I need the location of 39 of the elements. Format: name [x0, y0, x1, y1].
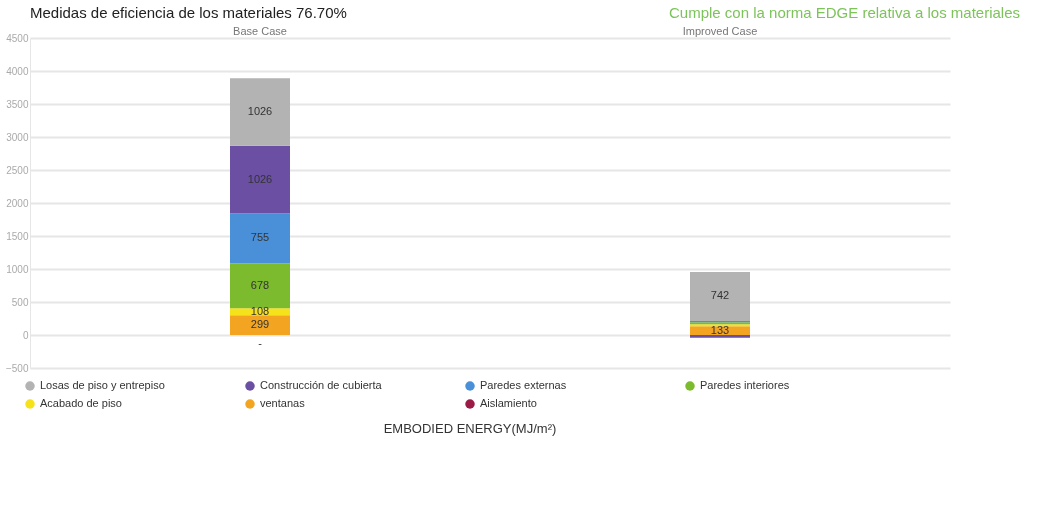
bar	[690, 271, 750, 321]
y-tick-label: 3000	[6, 131, 29, 143]
data-label: 108	[250, 304, 270, 317]
data-label: 133	[710, 323, 730, 336]
data-label: 1026	[247, 172, 273, 185]
legend-label: Acabado de piso	[40, 397, 122, 409]
legend-label: Paredes interiores	[700, 379, 790, 391]
legend-label: Paredes externas	[480, 379, 567, 391]
legend-label: Losas de piso y entrepiso	[40, 379, 165, 391]
bar	[230, 263, 290, 309]
y-tick-label: 1000	[6, 263, 29, 275]
data-label: 299	[250, 318, 270, 331]
bar	[690, 335, 750, 338]
bar	[230, 213, 290, 264]
legend-label: ventanas	[260, 397, 306, 409]
y-tick-label: 1500	[6, 230, 29, 242]
y-tick-label: 4500	[6, 32, 29, 44]
text: Cumple con la norma EDGE relativa a los materiales	[669, 4, 1020, 21]
y-tick-label: 500	[11, 296, 29, 308]
bar	[230, 315, 290, 335]
y-tick-label: 2000	[6, 197, 29, 209]
legend-label: Aislamiento	[480, 397, 537, 409]
legend-label: Construcción de cubierta	[260, 379, 383, 391]
chart-title: Medidas de eficiencia de los materiales 76.70%	[30, 4, 347, 21]
annotation: -	[258, 337, 263, 349]
data-label: 755	[250, 231, 270, 244]
bar	[230, 145, 290, 214]
x-tick-label: Improved Case	[682, 24, 758, 37]
y-tick-label: −500	[5, 362, 29, 374]
y-tick-label: 0	[22, 329, 29, 341]
x-tick-label: Base Case	[233, 24, 287, 37]
data-label: 678	[250, 278, 270, 291]
bar	[230, 78, 290, 146]
data-label: 742	[710, 289, 730, 302]
x-axis-title: EMBODIED ENERGY(MJ/m²)	[383, 421, 557, 436]
y-tick-label: 4000	[6, 65, 29, 77]
y-tick-label: 2500	[6, 164, 29, 176]
y-tick-label: 3500	[6, 98, 29, 110]
data-label: 1026	[247, 104, 273, 117]
